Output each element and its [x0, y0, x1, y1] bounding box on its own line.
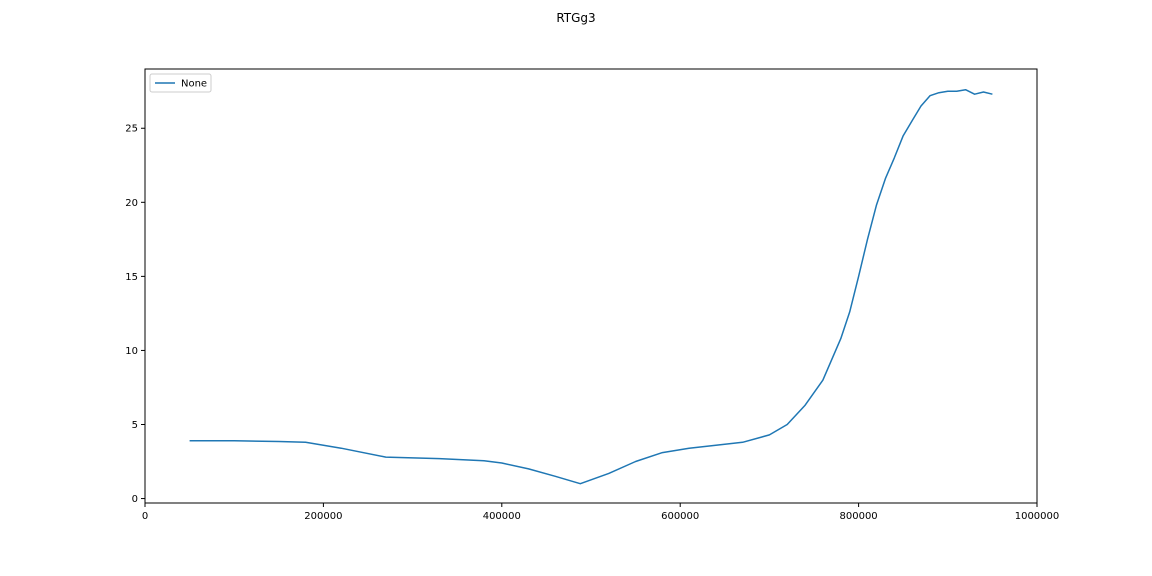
x-tick-label: 600000 [661, 511, 699, 522]
y-tick-label: 10 [125, 346, 138, 357]
chart-title: RTGg3 [556, 11, 595, 25]
x-tick-label: 0 [142, 511, 148, 522]
x-tick-label: 400000 [483, 511, 521, 522]
x-tick-label: 1000000 [1015, 511, 1060, 522]
y-tick-label: 0 [132, 494, 138, 505]
y-tick-label: 25 [125, 124, 138, 135]
series-line [189, 88, 993, 485]
y-tick-label: 5 [132, 420, 138, 431]
plot-frame [144, 68, 1038, 504]
x-tick-label: 800000 [840, 511, 878, 522]
legend: None [149, 73, 212, 93]
plot-area [189, 88, 993, 485]
legend-box [149, 73, 212, 93]
legend-label: None [181, 79, 207, 90]
y-tick-label: 20 [125, 198, 138, 209]
y-tick-label: 15 [125, 272, 138, 283]
x-tick-label: 200000 [304, 511, 342, 522]
